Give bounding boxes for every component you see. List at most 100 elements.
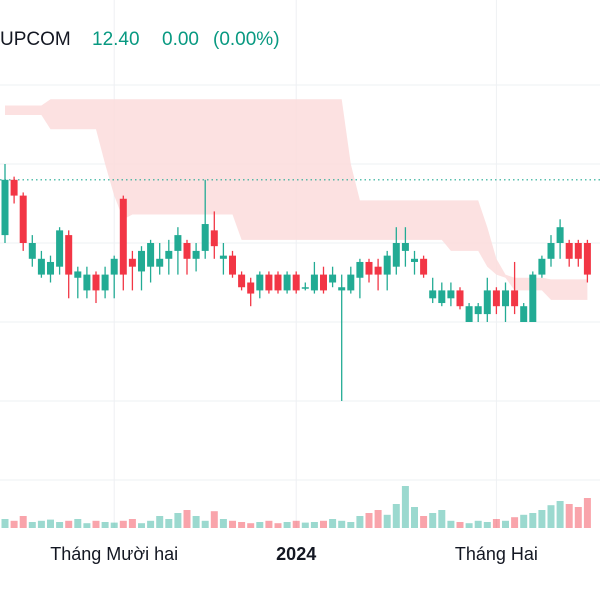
volume-bar: [492, 519, 500, 528]
change-percent: (0.00%): [213, 29, 280, 50]
volume-bar: [274, 523, 282, 528]
volume-bar: [474, 520, 482, 528]
candle-body: [411, 258, 418, 262]
volume-bar: [119, 520, 127, 528]
candle-body: [401, 243, 409, 251]
volume-bar: [219, 519, 227, 528]
volume-bar: [574, 507, 582, 528]
volume-bar: [28, 522, 36, 528]
candle-body: [238, 274, 246, 288]
candle-body: [119, 198, 127, 275]
volume-bar: [229, 520, 236, 528]
candle-body: [138, 250, 145, 272]
volume-bar: [19, 516, 27, 528]
candle-body: [101, 274, 109, 291]
candle-body: [110, 258, 118, 275]
volume-bar: [192, 516, 200, 528]
candle-body: [156, 258, 164, 267]
volume-bar: [365, 513, 373, 528]
candle-body: [247, 282, 255, 294]
volume-bar: [101, 522, 109, 528]
x-tick-label: Tháng Hai: [455, 544, 538, 564]
volume-bar: [83, 523, 91, 528]
candle-body: [56, 230, 64, 267]
volume-bar: [338, 520, 346, 528]
candle-body: [392, 243, 400, 267]
volume-bar: [329, 519, 337, 528]
candle-body: [483, 290, 491, 315]
last-price: 12.40: [92, 29, 140, 50]
candle-body: [210, 230, 218, 247]
volume-bar: [256, 522, 264, 528]
volume-bar: [74, 519, 82, 528]
candle-body: [356, 261, 364, 278]
volume-bar: [438, 510, 446, 528]
candle-body: [147, 243, 155, 267]
candle-body: [37, 258, 45, 275]
candle-body: [292, 274, 300, 291]
volume-bar: [583, 498, 591, 528]
volume-bar: [201, 520, 209, 528]
candle-body: [520, 306, 528, 322]
volume-bar: [65, 520, 73, 528]
candle-body: [511, 290, 519, 307]
volume-bar: [502, 520, 509, 528]
x-tick-label: Tháng Mười hai: [50, 544, 178, 564]
candle-body: [265, 274, 273, 291]
candle-body: [538, 258, 546, 275]
ichimoku-cloud: [5, 99, 588, 300]
volume-bar: [183, 510, 191, 528]
volume-bar: [210, 511, 218, 528]
candle-body: [529, 274, 537, 322]
volume-bar: [392, 504, 400, 528]
volume-bar: [301, 522, 309, 528]
candle-body: [347, 274, 355, 291]
volume-bar: [556, 501, 564, 528]
volume-bar: [92, 520, 100, 528]
symbol: UPCOM: [0, 29, 71, 50]
volume-bar: [401, 486, 409, 528]
candle-body: [574, 243, 582, 259]
candle-body: [229, 255, 236, 275]
volume-bar: [383, 514, 391, 528]
candle-body: [74, 271, 82, 278]
candle-body: [329, 274, 337, 283]
volume-bar: [128, 519, 136, 528]
candle-body: [547, 243, 555, 259]
candle-body: [219, 255, 227, 259]
volume-bar: [310, 522, 318, 528]
candle-body: [374, 266, 382, 275]
volume-bar: [529, 513, 537, 528]
volume-bar: [547, 505, 555, 528]
candle-body: [65, 235, 73, 275]
candle-body: [456, 290, 464, 307]
volume-bar: [456, 522, 464, 528]
x-tick-label: 2024: [276, 544, 316, 564]
volume-bar: [10, 520, 18, 528]
volume-bar: [374, 510, 382, 528]
candle-body: [492, 290, 500, 307]
volume-bar: [447, 520, 455, 528]
volume-bar: [520, 514, 528, 528]
candle-body: [429, 290, 437, 299]
volume-bar: [320, 520, 327, 528]
candle-body: [583, 243, 591, 275]
volume-bar: [283, 522, 291, 528]
volume-bar: [174, 513, 182, 528]
candle-body: [1, 179, 9, 236]
candle-body: [310, 274, 318, 291]
volume-bar: [538, 510, 546, 528]
candle-body: [28, 243, 36, 259]
candle-body: [256, 274, 264, 291]
candle-body: [283, 274, 291, 291]
candle-body: [274, 274, 282, 291]
volume-bar: [1, 519, 9, 528]
candle-body: [47, 261, 54, 275]
header: UPCOM 12.40 0.00 (0.00%): [0, 29, 280, 50]
candle-body: [201, 224, 209, 251]
volume-bar: [265, 520, 273, 528]
volume-bar: [411, 507, 418, 528]
candle-body: [420, 258, 428, 275]
candle-body: [92, 274, 100, 291]
candle-body: [83, 274, 91, 291]
